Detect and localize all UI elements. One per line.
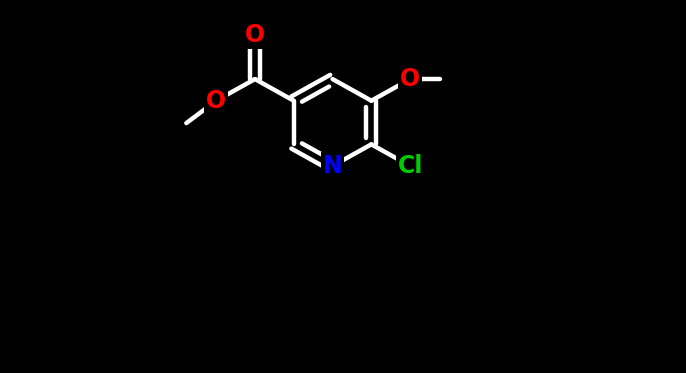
Text: O: O <box>400 67 421 91</box>
Text: O: O <box>206 89 226 113</box>
Text: Cl: Cl <box>397 154 423 178</box>
Text: O: O <box>245 23 265 47</box>
Text: N: N <box>322 154 342 178</box>
